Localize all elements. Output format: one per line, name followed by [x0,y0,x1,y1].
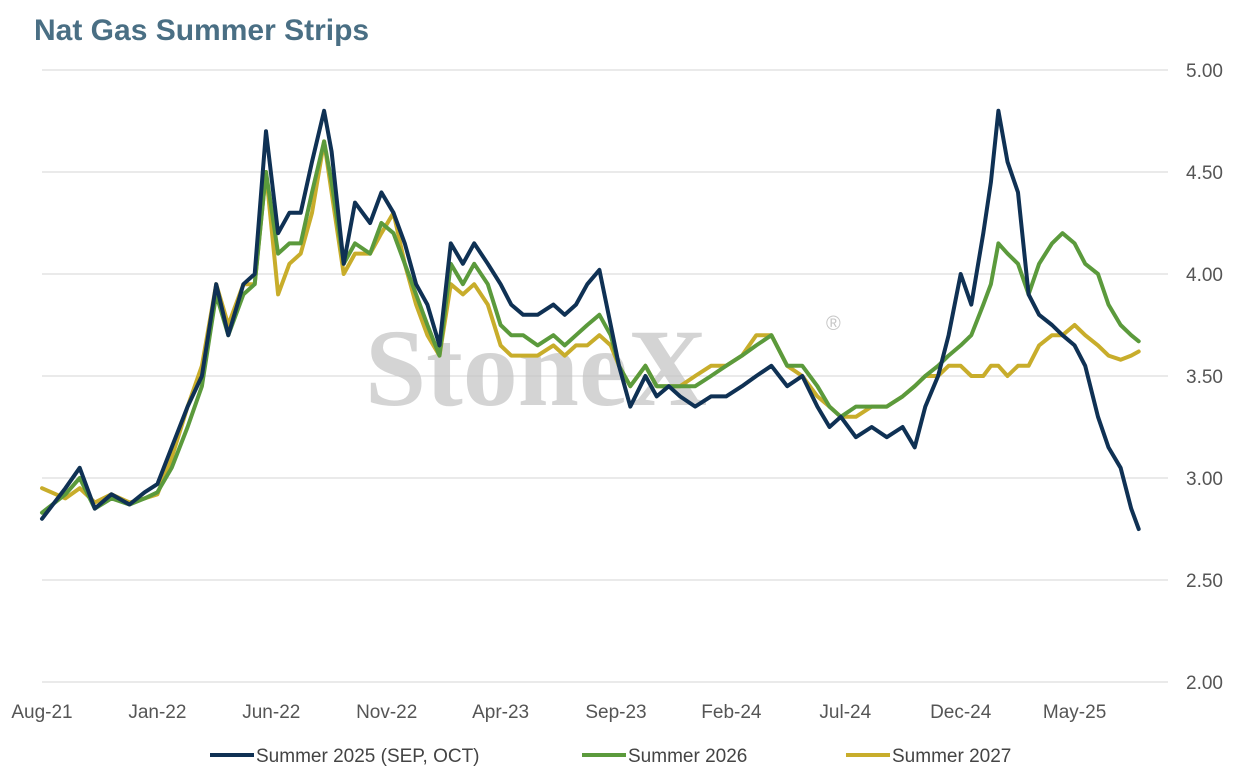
x-tick-label: Dec-24 [930,702,992,723]
chart-title: Nat Gas Summer Strips [34,14,370,47]
y-tick-label: 4.50 [1186,163,1223,184]
x-axis-ticks: Aug-21 Jan-22 Jun-22 Nov-22 Apr-23 Sep-23 Feb-… [11,702,1106,723]
x-tick-label: Nov-22 [356,702,417,723]
series-lines [40,108,1141,531]
y-tick-label: 2.50 [1186,571,1223,592]
x-tick-label: Jan-22 [128,702,186,723]
y-tick-label: 3.50 [1186,367,1223,388]
x-tick-label: Feb-24 [701,702,762,723]
legend-label-2: Summer 2027 [892,746,1011,767]
watermark-registered-mark: ® [826,313,841,335]
x-tick-label: Aug-21 [11,702,72,723]
legend-label-1: Summer 2026 [628,746,747,767]
legend-label-0: Summer 2025 (SEP, OCT) [256,746,480,767]
x-tick-label: Jun-22 [242,702,300,723]
y-tick-label: 2.00 [1186,673,1223,694]
x-tick-label: Sep-23 [585,702,646,723]
y-axis-ticks: 2.00 2.50 3.00 3.50 4.00 4.50 5.00 [1186,61,1223,694]
watermark-text: StoneX [365,307,707,429]
watermark: StoneX ® [365,307,841,429]
x-tick-label: May-25 [1043,702,1106,723]
series-line-1 [40,139,1141,515]
y-tick-label: 5.00 [1186,61,1223,82]
y-tick-label: 3.00 [1186,469,1223,490]
y-tick-label: 4.00 [1186,265,1223,286]
legend: Summer 2025 (SEP, OCT) Summer 2026 Summer … [210,746,1011,767]
series-line-0 [40,108,1141,531]
x-tick-label: Jul-24 [819,702,871,723]
gridlines [42,69,1168,683]
x-tick-label: Apr-23 [472,702,529,723]
